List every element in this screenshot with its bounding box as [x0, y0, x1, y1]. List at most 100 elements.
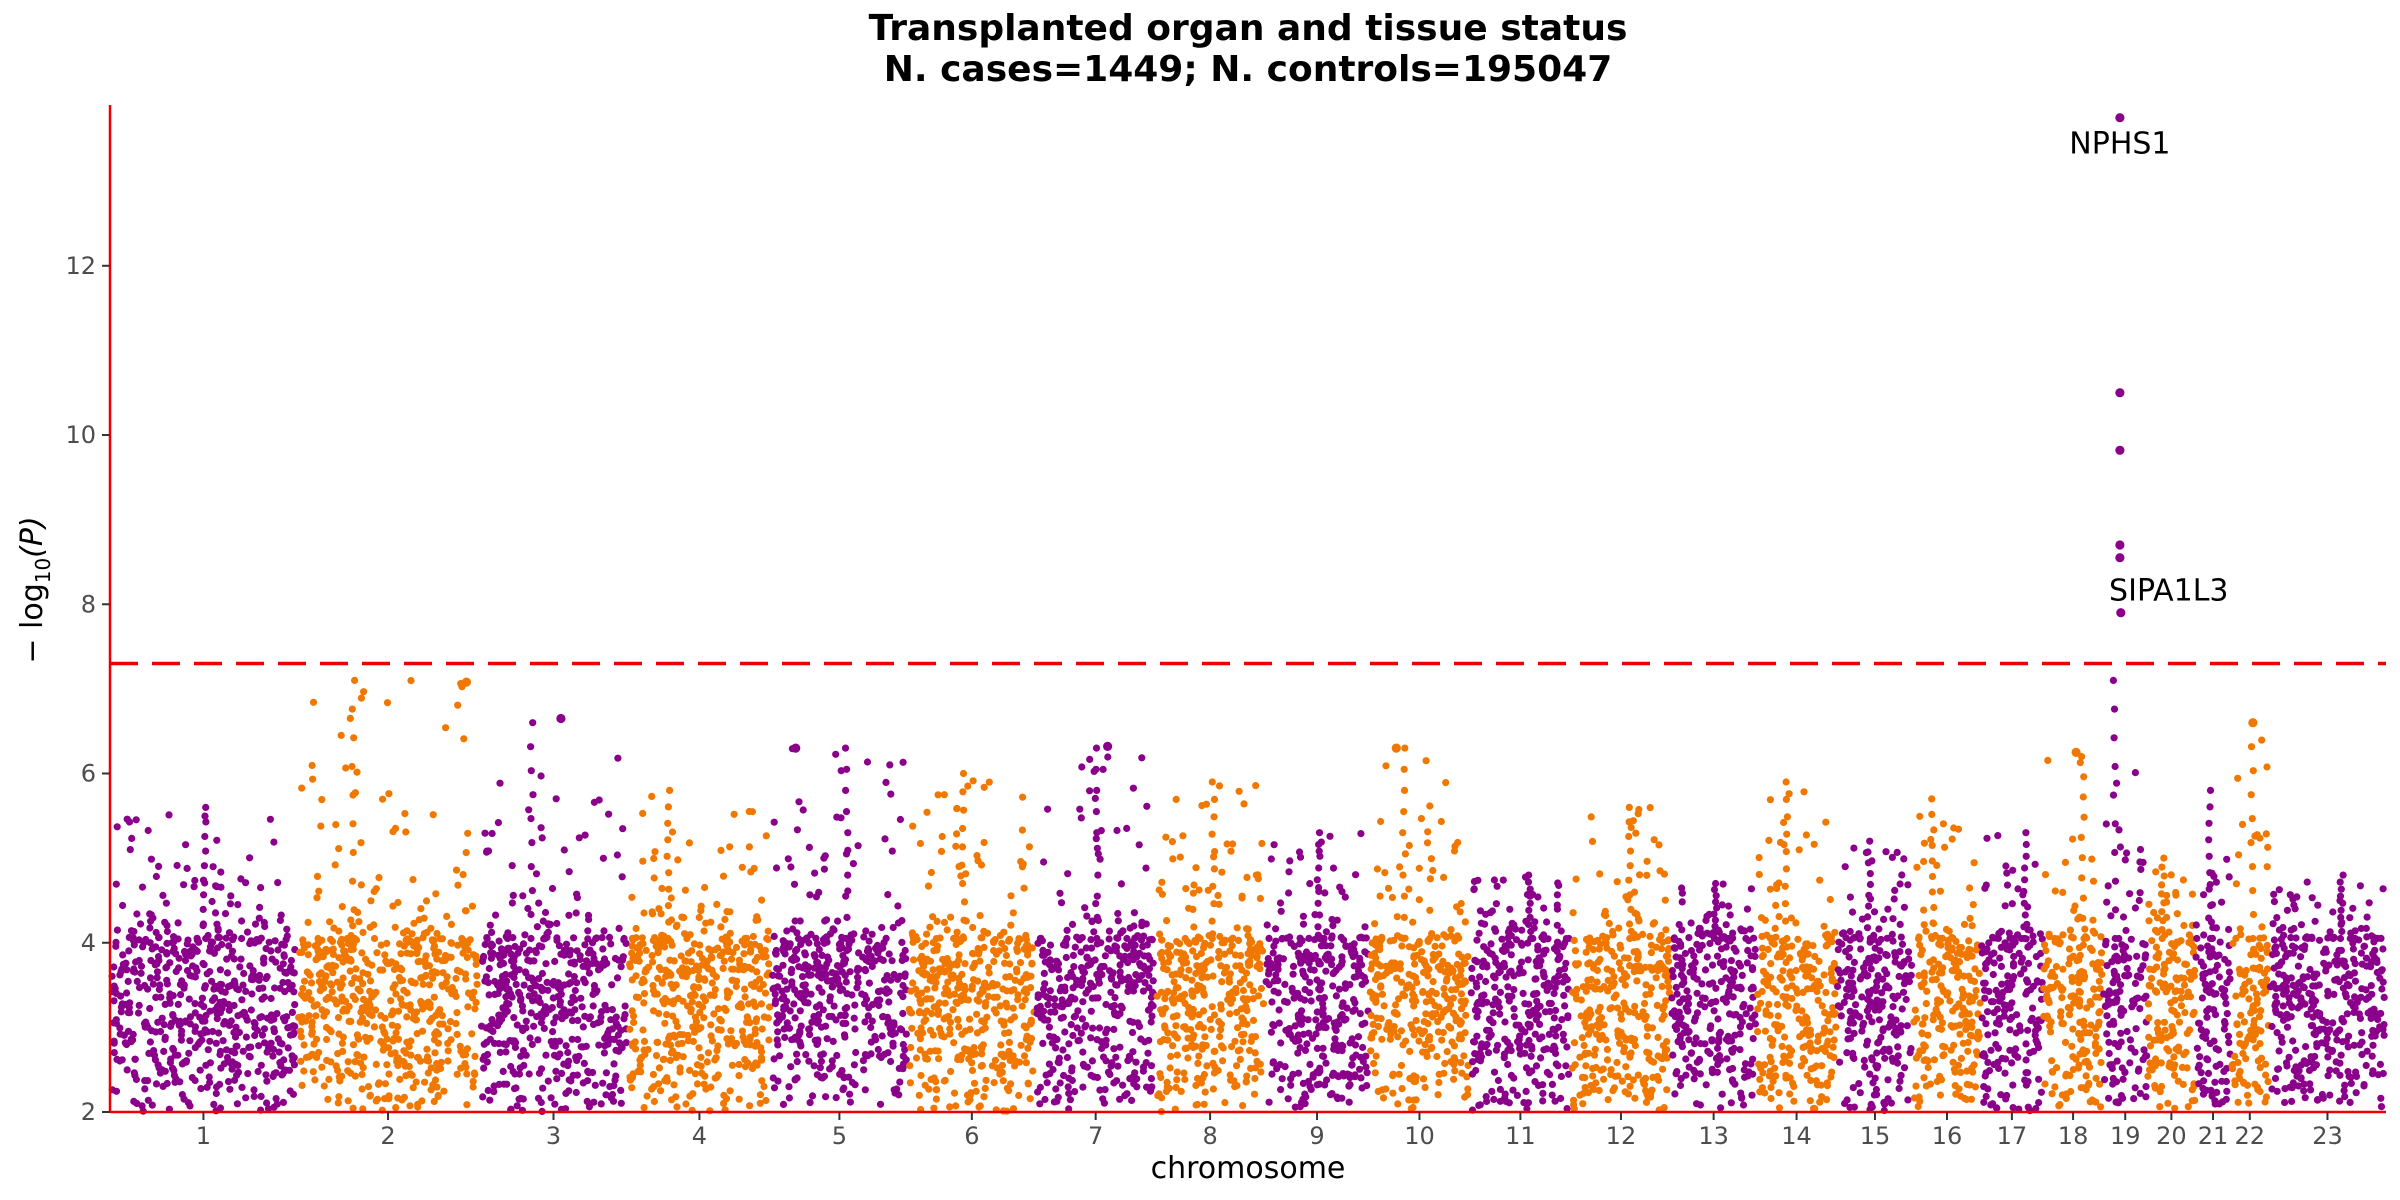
- data-point: [841, 744, 850, 752]
- data-point: [410, 919, 418, 927]
- data-point: [772, 864, 781, 872]
- data-point: [650, 874, 658, 882]
- data-point: [121, 1039, 129, 1047]
- data-point: [659, 997, 667, 1005]
- data-point: [774, 1041, 782, 1049]
- data-point: [981, 1002, 990, 1010]
- data-point: [276, 1039, 284, 1047]
- data-point: [543, 930, 551, 938]
- data-point: [1216, 932, 1224, 941]
- data-point: [902, 1030, 910, 1038]
- data-point: [984, 992, 993, 1001]
- data-point: [565, 970, 573, 978]
- data-point: [166, 1059, 174, 1067]
- data-point: [1195, 1052, 1203, 1060]
- data-point: [146, 1004, 154, 1013]
- data-point: [896, 1078, 904, 1086]
- data-point: [119, 960, 127, 968]
- data-point: [599, 854, 608, 862]
- data-point: [1315, 994, 1323, 1002]
- data-point: [1659, 1065, 1667, 1073]
- data-point: [839, 1019, 847, 1027]
- data-point: [1546, 982, 1555, 991]
- data-point: [168, 1064, 177, 1072]
- data-point: [1594, 1007, 1603, 1015]
- data-point: [146, 1038, 154, 1046]
- data-point: [683, 965, 691, 973]
- data-point: [1036, 1100, 1044, 1108]
- data-point: [289, 1022, 297, 1030]
- data-point: [532, 949, 540, 957]
- data-point: [756, 1099, 764, 1107]
- data-point: [1168, 838, 1176, 846]
- data-point: [854, 979, 862, 987]
- data-point: [590, 954, 598, 963]
- data-point: [672, 922, 681, 931]
- data-point: [1129, 942, 1138, 950]
- data-point: [492, 911, 500, 919]
- data-point: [1476, 1101, 1484, 1109]
- data-point: [274, 946, 282, 954]
- data-point: [726, 843, 734, 851]
- data-point: [818, 988, 826, 996]
- data-point: [298, 784, 306, 792]
- data-point: [659, 1055, 667, 1064]
- data-point: [1338, 957, 1346, 966]
- data-point: [357, 839, 365, 847]
- data-point: [320, 1082, 328, 1090]
- data-point: [1190, 881, 1198, 889]
- data-point: [1554, 956, 1562, 964]
- data-point: [580, 1059, 588, 1067]
- data-point: [200, 1003, 208, 1011]
- data-point: [1500, 963, 1509, 971]
- data-point: [726, 1087, 734, 1095]
- data-point: [666, 786, 674, 795]
- data-point: [464, 946, 472, 954]
- data-point: [1447, 1058, 1455, 1066]
- data-point: [941, 1014, 950, 1022]
- data-point: [1294, 1049, 1302, 1057]
- data-point: [251, 939, 259, 947]
- data-point: [1215, 1017, 1223, 1026]
- data-point: [208, 897, 216, 906]
- data-point: [970, 1044, 978, 1052]
- data-point: [852, 1048, 860, 1057]
- data-point: [1316, 960, 1324, 968]
- data-point: [327, 980, 335, 988]
- data-point: [807, 990, 815, 998]
- data-point: [1330, 1019, 1338, 1027]
- data-point: [135, 956, 143, 965]
- data-point: [1223, 840, 1231, 848]
- data-point: [1027, 984, 1035, 992]
- data-point: [686, 1066, 694, 1074]
- data-point: [953, 928, 961, 936]
- data-point: [655, 1064, 664, 1072]
- data-point: [568, 1017, 577, 1025]
- data-point: [516, 1064, 524, 1072]
- data-point: [1512, 1021, 1520, 1029]
- data-point: [1198, 1045, 1206, 1053]
- data-point: [1185, 940, 1193, 948]
- data-point: [791, 1014, 799, 1022]
- data-point: [1130, 922, 1138, 930]
- data-point: [595, 1041, 603, 1049]
- data-point: [1189, 992, 1197, 1000]
- data-point: [756, 1091, 765, 1099]
- data-point: [714, 1005, 723, 1013]
- data-point: [1386, 1035, 1394, 1043]
- data-point: [537, 1065, 546, 1073]
- data-point: [1189, 1005, 1197, 1014]
- data-point: [1215, 900, 1223, 908]
- data-point: [770, 1055, 778, 1063]
- data-point: [761, 989, 770, 997]
- data-point: [806, 1031, 814, 1039]
- data-point: [756, 975, 764, 983]
- data-point: [1440, 873, 1448, 882]
- data-point: [270, 1015, 278, 1023]
- data-point: [1341, 984, 1349, 992]
- data-point: [1507, 1047, 1515, 1055]
- data-point: [992, 950, 1001, 958]
- data-point: [865, 937, 873, 945]
- data-point: [1229, 840, 1237, 848]
- data-point: [988, 1062, 997, 1070]
